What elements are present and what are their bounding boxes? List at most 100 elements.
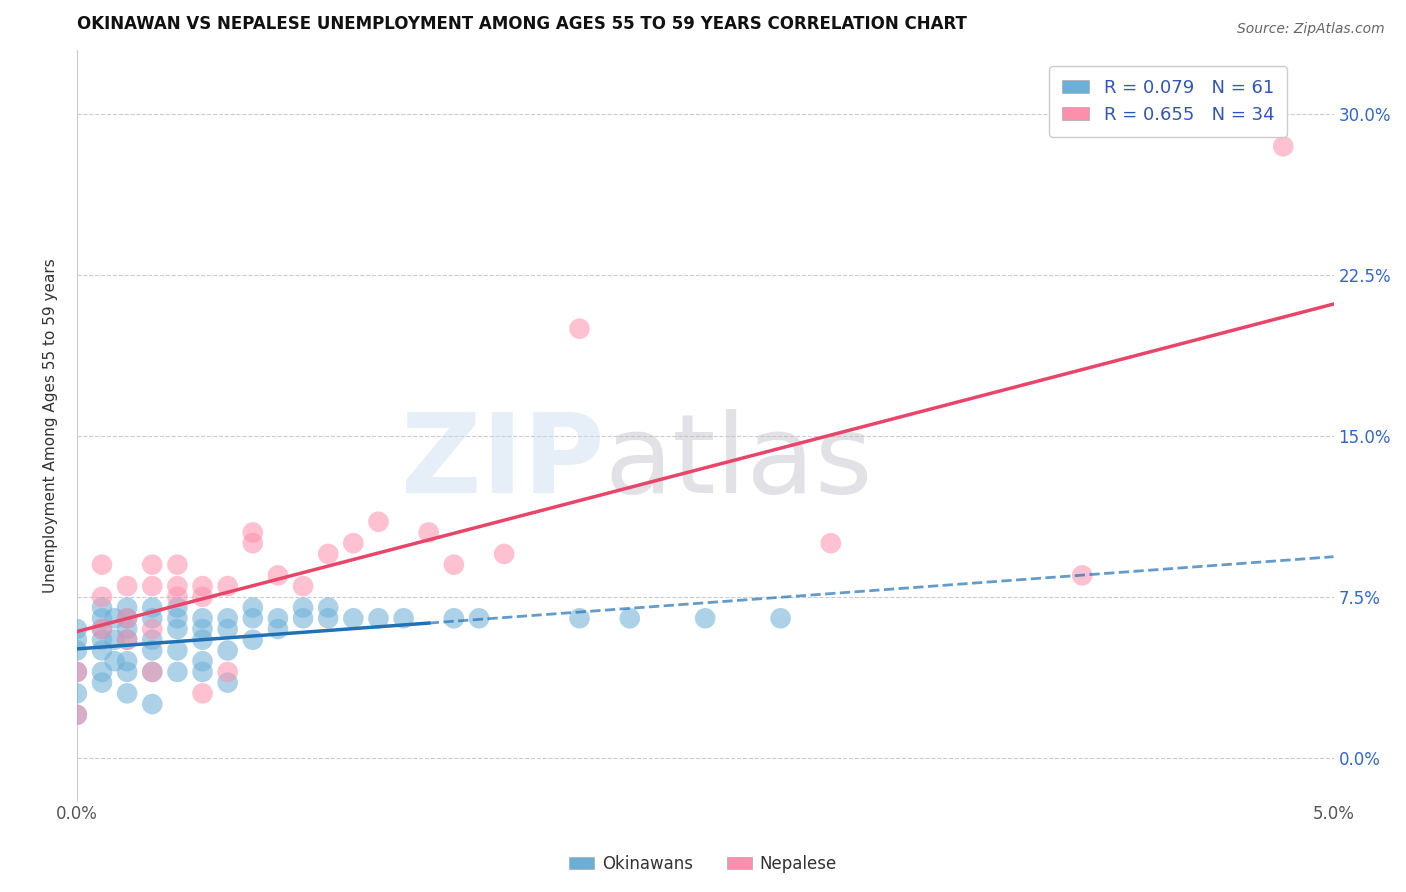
Point bbox=[217, 579, 239, 593]
Point bbox=[392, 611, 415, 625]
Point bbox=[166, 643, 188, 657]
Point bbox=[367, 515, 389, 529]
Point bbox=[115, 654, 138, 668]
Point bbox=[443, 558, 465, 572]
Point bbox=[141, 665, 163, 679]
Point bbox=[66, 632, 89, 647]
Point bbox=[66, 665, 89, 679]
Point bbox=[191, 590, 214, 604]
Point bbox=[242, 525, 264, 540]
Point bbox=[141, 665, 163, 679]
Point bbox=[191, 579, 214, 593]
Point bbox=[141, 579, 163, 593]
Point bbox=[1071, 568, 1094, 582]
Point bbox=[242, 632, 264, 647]
Point bbox=[242, 600, 264, 615]
Point bbox=[166, 622, 188, 636]
Point bbox=[141, 558, 163, 572]
Point bbox=[242, 536, 264, 550]
Point bbox=[91, 622, 114, 636]
Point bbox=[103, 632, 125, 647]
Point bbox=[166, 579, 188, 593]
Point bbox=[91, 675, 114, 690]
Point bbox=[568, 321, 591, 335]
Point bbox=[292, 579, 315, 593]
Point bbox=[695, 611, 717, 625]
Point bbox=[115, 632, 138, 647]
Point bbox=[217, 675, 239, 690]
Point bbox=[342, 536, 364, 550]
Point bbox=[91, 611, 114, 625]
Point bbox=[191, 665, 214, 679]
Point bbox=[141, 622, 163, 636]
Point bbox=[103, 611, 125, 625]
Y-axis label: Unemployment Among Ages 55 to 59 years: Unemployment Among Ages 55 to 59 years bbox=[44, 258, 58, 592]
Point bbox=[91, 600, 114, 615]
Point bbox=[316, 547, 339, 561]
Point bbox=[267, 611, 290, 625]
Point bbox=[191, 632, 214, 647]
Point bbox=[115, 579, 138, 593]
Point bbox=[91, 590, 114, 604]
Point bbox=[418, 525, 440, 540]
Point bbox=[141, 697, 163, 711]
Point bbox=[191, 622, 214, 636]
Text: Source: ZipAtlas.com: Source: ZipAtlas.com bbox=[1237, 22, 1385, 37]
Point bbox=[568, 611, 591, 625]
Point bbox=[66, 686, 89, 700]
Point bbox=[115, 686, 138, 700]
Point bbox=[115, 611, 138, 625]
Point bbox=[166, 590, 188, 604]
Point bbox=[769, 611, 792, 625]
Point bbox=[91, 622, 114, 636]
Point bbox=[66, 643, 89, 657]
Point bbox=[191, 654, 214, 668]
Point bbox=[66, 622, 89, 636]
Point bbox=[115, 611, 138, 625]
Point bbox=[217, 643, 239, 657]
Point bbox=[468, 611, 491, 625]
Point bbox=[191, 686, 214, 700]
Legend: R = 0.079   N = 61, R = 0.655   N = 34: R = 0.079 N = 61, R = 0.655 N = 34 bbox=[1049, 66, 1286, 136]
Text: ZIP: ZIP bbox=[401, 409, 605, 516]
Point bbox=[217, 622, 239, 636]
Text: OKINAWAN VS NEPALESE UNEMPLOYMENT AMONG AGES 55 TO 59 YEARS CORRELATION CHART: OKINAWAN VS NEPALESE UNEMPLOYMENT AMONG … bbox=[77, 15, 967, 33]
Point bbox=[115, 600, 138, 615]
Point bbox=[115, 665, 138, 679]
Point bbox=[103, 654, 125, 668]
Point bbox=[66, 707, 89, 722]
Point bbox=[91, 665, 114, 679]
Point bbox=[141, 611, 163, 625]
Point bbox=[166, 665, 188, 679]
Point bbox=[91, 632, 114, 647]
Point bbox=[292, 611, 315, 625]
Point bbox=[267, 622, 290, 636]
Point bbox=[115, 622, 138, 636]
Point bbox=[91, 558, 114, 572]
Point bbox=[619, 611, 641, 625]
Point bbox=[115, 632, 138, 647]
Point bbox=[66, 707, 89, 722]
Point bbox=[316, 600, 339, 615]
Point bbox=[242, 611, 264, 625]
Point bbox=[166, 558, 188, 572]
Point bbox=[292, 600, 315, 615]
Point bbox=[316, 611, 339, 625]
Point bbox=[1272, 139, 1295, 153]
Point bbox=[166, 611, 188, 625]
Point bbox=[443, 611, 465, 625]
Point bbox=[141, 600, 163, 615]
Point bbox=[342, 611, 364, 625]
Point bbox=[91, 643, 114, 657]
Legend: Okinawans, Nepalese: Okinawans, Nepalese bbox=[562, 848, 844, 880]
Point bbox=[494, 547, 516, 561]
Point bbox=[166, 600, 188, 615]
Point bbox=[217, 611, 239, 625]
Point bbox=[820, 536, 842, 550]
Point bbox=[267, 568, 290, 582]
Point bbox=[191, 611, 214, 625]
Point bbox=[141, 643, 163, 657]
Point bbox=[217, 665, 239, 679]
Point bbox=[367, 611, 389, 625]
Point bbox=[66, 665, 89, 679]
